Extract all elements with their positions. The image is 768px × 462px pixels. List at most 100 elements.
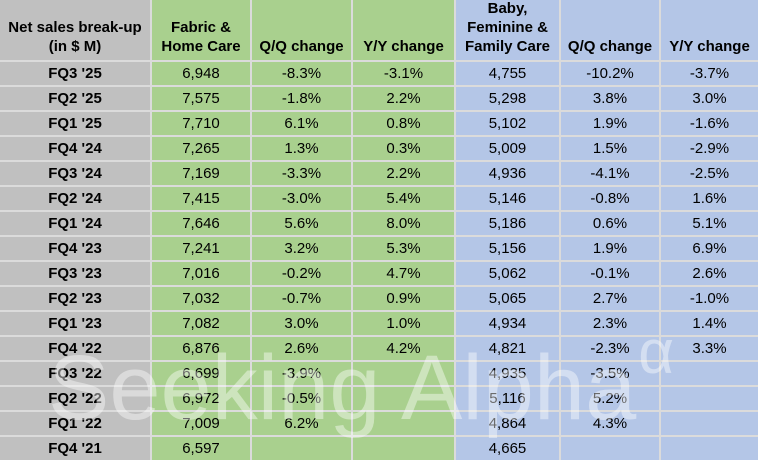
bffc-yy-cell: 6.9% <box>661 237 758 260</box>
fhc-yy-cell: 8.0% <box>353 212 454 235</box>
bffc-yy-cell <box>661 437 758 460</box>
bffc-qq-cell: 1.9% <box>561 112 659 135</box>
bffc-yy-cell <box>661 362 758 385</box>
bffc-qq-cell: 5.2% <box>561 387 659 410</box>
fhc-sales-cell: 7,646 <box>152 212 250 235</box>
fhc-sales-cell: 7,241 <box>152 237 250 260</box>
row-label: FQ1 '23 <box>0 312 150 335</box>
fhc-qq-cell: -3.9% <box>252 362 351 385</box>
header-fhc-qq-change: Q/Q change <box>252 0 351 60</box>
fhc-yy-cell: 4.2% <box>353 337 454 360</box>
fhc-sales-cell: 7,009 <box>152 412 250 435</box>
bffc-sales-cell: 5,186 <box>456 212 559 235</box>
fhc-yy-cell: 4.7% <box>353 262 454 285</box>
fhc-sales-cell: 7,082 <box>152 312 250 335</box>
header-bffc-yy-change: Y/Y change <box>661 0 758 60</box>
bffc-qq-cell: 0.6% <box>561 212 659 235</box>
fhc-sales-cell: 6,597 <box>152 437 250 460</box>
bffc-yy-cell: 3.3% <box>661 337 758 360</box>
row-label: FQ3 '22 <box>0 362 150 385</box>
fhc-yy-cell: 0.9% <box>353 287 454 310</box>
fhc-yy-cell: 0.3% <box>353 137 454 160</box>
bffc-qq-cell: -3.5% <box>561 362 659 385</box>
bffc-yy-cell: 2.6% <box>661 262 758 285</box>
bffc-sales-cell: 5,062 <box>456 262 559 285</box>
bffc-yy-cell: 3.0% <box>661 87 758 110</box>
fhc-sales-cell: 7,032 <box>152 287 250 310</box>
fhc-qq-cell: 1.3% <box>252 137 351 160</box>
bffc-yy-cell: 5.1% <box>661 212 758 235</box>
bffc-yy-cell <box>661 387 758 410</box>
row-label: FQ3 '25 <box>0 62 150 85</box>
row-label: FQ4 '21 <box>0 437 150 460</box>
bffc-sales-cell: 5,156 <box>456 237 559 260</box>
fhc-qq-cell: 2.6% <box>252 337 351 360</box>
fhc-qq-cell: 5.6% <box>252 212 351 235</box>
bffc-qq-cell: -0.8% <box>561 187 659 210</box>
fhc-sales-cell: 7,016 <box>152 262 250 285</box>
fhc-sales-cell: 6,699 <box>152 362 250 385</box>
fhc-yy-cell <box>353 437 454 460</box>
bffc-sales-cell: 4,755 <box>456 62 559 85</box>
bffc-sales-cell: 5,009 <box>456 137 559 160</box>
fhc-sales-cell: 7,575 <box>152 87 250 110</box>
bffc-qq-cell: -4.1% <box>561 162 659 185</box>
fhc-sales-cell: 7,169 <box>152 162 250 185</box>
row-label: FQ2 '23 <box>0 287 150 310</box>
row-label: FQ2 '25 <box>0 87 150 110</box>
bffc-qq-cell: 4.3% <box>561 412 659 435</box>
bffc-sales-cell: 5,102 <box>456 112 559 135</box>
bffc-yy-cell: 1.4% <box>661 312 758 335</box>
fhc-yy-cell: 1.0% <box>353 312 454 335</box>
header-fabric-home-care: Fabric & Home Care <box>152 0 250 60</box>
row-label: FQ1 '25 <box>0 112 150 135</box>
fhc-yy-cell: 2.2% <box>353 162 454 185</box>
fhc-qq-cell: -3.0% <box>252 187 351 210</box>
fhc-yy-cell: 2.2% <box>353 87 454 110</box>
bffc-yy-cell: 1.6% <box>661 187 758 210</box>
header-baby-feminine-family-care: Baby, Feminine & Family Care <box>456 0 559 60</box>
fhc-qq-cell: -0.7% <box>252 287 351 310</box>
fhc-yy-cell: 0.8% <box>353 112 454 135</box>
header-net-sales-breakup: Net sales break-up (in $ M) <box>0 0 150 60</box>
bffc-sales-cell: 4,665 <box>456 437 559 460</box>
row-label: FQ3 '23 <box>0 262 150 285</box>
bffc-sales-cell: 4,821 <box>456 337 559 360</box>
fhc-yy-cell <box>353 362 454 385</box>
bffc-qq-cell: -10.2% <box>561 62 659 85</box>
fhc-qq-cell: -1.8% <box>252 87 351 110</box>
bffc-sales-cell: 4,934 <box>456 312 559 335</box>
bffc-yy-cell <box>661 412 758 435</box>
bffc-sales-cell: 4,935 <box>456 362 559 385</box>
row-label: FQ4 '23 <box>0 237 150 260</box>
bffc-yy-cell: -3.7% <box>661 62 758 85</box>
fhc-qq-cell: -0.5% <box>252 387 351 410</box>
row-label: FQ4 '22 <box>0 337 150 360</box>
fhc-qq-cell <box>252 437 351 460</box>
row-label: FQ4 '24 <box>0 137 150 160</box>
row-label: FQ3 '24 <box>0 162 150 185</box>
bffc-qq-cell <box>561 437 659 460</box>
fhc-qq-cell: -0.2% <box>252 262 351 285</box>
bffc-yy-cell: -2.9% <box>661 137 758 160</box>
bffc-qq-cell: 2.7% <box>561 287 659 310</box>
fhc-yy-cell: 5.3% <box>353 237 454 260</box>
fhc-qq-cell: 3.2% <box>252 237 351 260</box>
fhc-sales-cell: 6,972 <box>152 387 250 410</box>
fhc-sales-cell: 6,948 <box>152 62 250 85</box>
header-bffc-qq-change: Q/Q change <box>561 0 659 60</box>
bffc-yy-cell: -1.0% <box>661 287 758 310</box>
bffc-qq-cell: -2.3% <box>561 337 659 360</box>
row-label: FQ2 '22 <box>0 387 150 410</box>
bffc-sales-cell: 4,864 <box>456 412 559 435</box>
row-label: FQ2 '24 <box>0 187 150 210</box>
bffc-sales-cell: 4,936 <box>456 162 559 185</box>
fhc-qq-cell: -8.3% <box>252 62 351 85</box>
bffc-qq-cell: 1.5% <box>561 137 659 160</box>
fhc-qq-cell: 3.0% <box>252 312 351 335</box>
fhc-qq-cell: -3.3% <box>252 162 351 185</box>
bffc-sales-cell: 5,065 <box>456 287 559 310</box>
fhc-yy-cell <box>353 387 454 410</box>
header-fhc-yy-change: Y/Y change <box>353 0 454 60</box>
